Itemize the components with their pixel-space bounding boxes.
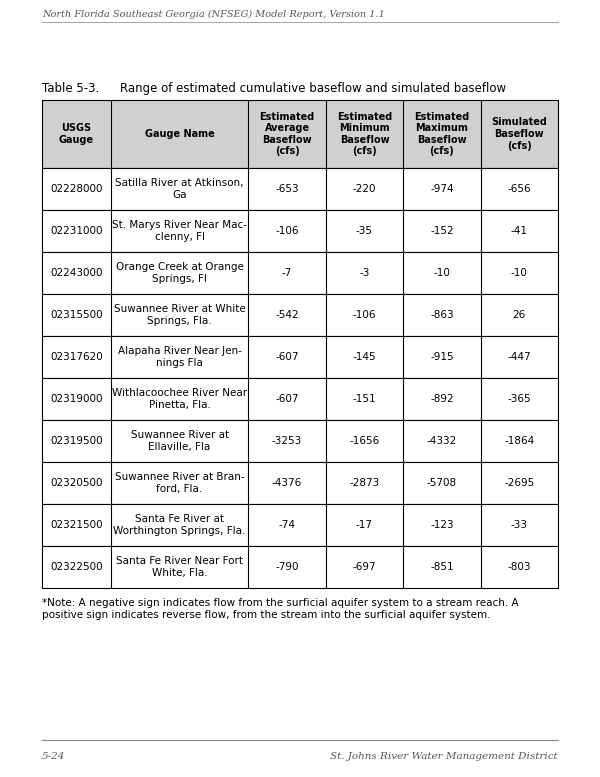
Text: -863: -863 bbox=[430, 310, 454, 320]
Text: -542: -542 bbox=[275, 310, 299, 320]
Text: -790: -790 bbox=[275, 562, 299, 572]
Text: -41: -41 bbox=[511, 226, 528, 236]
Text: Alapaha River Near Jen-
nings Fla: Alapaha River Near Jen- nings Fla bbox=[118, 347, 242, 368]
Text: -106: -106 bbox=[353, 310, 376, 320]
Text: 02317620: 02317620 bbox=[50, 352, 103, 362]
Text: -607: -607 bbox=[275, 394, 299, 404]
Text: USGS
Gauge: USGS Gauge bbox=[59, 124, 94, 145]
Text: -152: -152 bbox=[430, 226, 454, 236]
Text: St. Marys River Near Mac-
clenny, Fl: St. Marys River Near Mac- clenny, Fl bbox=[112, 220, 247, 242]
Text: Orange Creek at Orange
Springs, Fl: Orange Creek at Orange Springs, Fl bbox=[116, 262, 244, 284]
Text: -656: -656 bbox=[508, 184, 531, 194]
Text: *Note: A negative sign indicates flow from the surficial aquifer system to a str: *Note: A negative sign indicates flow fr… bbox=[42, 598, 518, 619]
Text: -74: -74 bbox=[278, 520, 296, 530]
Text: 02231000: 02231000 bbox=[50, 226, 103, 236]
Text: 02322500: 02322500 bbox=[50, 562, 103, 572]
Text: Range of estimated cumulative baseflow and simulated baseflow: Range of estimated cumulative baseflow a… bbox=[120, 82, 506, 95]
Text: Santa Fe River Near Fort
White, Fla.: Santa Fe River Near Fort White, Fla. bbox=[116, 556, 243, 578]
Text: Gauge Name: Gauge Name bbox=[145, 129, 214, 139]
Text: Withlacoochee River Near
Pinetta, Fla.: Withlacoochee River Near Pinetta, Fla. bbox=[112, 388, 247, 409]
Text: -1656: -1656 bbox=[349, 436, 380, 446]
Text: -123: -123 bbox=[430, 520, 454, 530]
Text: Suwannee River at White
Springs, Fla.: Suwannee River at White Springs, Fla. bbox=[114, 305, 245, 326]
Text: -2695: -2695 bbox=[504, 478, 535, 488]
Text: Estimated
Minimum
Baseflow
(cfs): Estimated Minimum Baseflow (cfs) bbox=[337, 112, 392, 156]
Text: -447: -447 bbox=[508, 352, 531, 362]
Text: Estimated
Average
Baseflow
(cfs): Estimated Average Baseflow (cfs) bbox=[259, 112, 315, 156]
Text: Table 5-3.: Table 5-3. bbox=[42, 82, 99, 95]
Text: -151: -151 bbox=[353, 394, 376, 404]
Text: -697: -697 bbox=[353, 562, 376, 572]
Text: 02320500: 02320500 bbox=[50, 478, 103, 488]
Text: -365: -365 bbox=[508, 394, 531, 404]
Text: 02315500: 02315500 bbox=[50, 310, 103, 320]
Text: -2873: -2873 bbox=[349, 478, 380, 488]
Text: -10: -10 bbox=[511, 268, 528, 278]
Text: Suwannee River at Bran-
ford, Fla.: Suwannee River at Bran- ford, Fla. bbox=[115, 472, 244, 494]
Text: 02228000: 02228000 bbox=[50, 184, 103, 194]
Text: 26: 26 bbox=[512, 310, 526, 320]
Text: 02319500: 02319500 bbox=[50, 436, 103, 446]
Text: Simulated
Baseflow
(cfs): Simulated Baseflow (cfs) bbox=[491, 117, 547, 151]
Text: -653: -653 bbox=[275, 184, 299, 194]
Text: -17: -17 bbox=[356, 520, 373, 530]
Text: -35: -35 bbox=[356, 226, 373, 236]
Text: -145: -145 bbox=[353, 352, 376, 362]
Text: -5708: -5708 bbox=[427, 478, 457, 488]
Text: -803: -803 bbox=[508, 562, 531, 572]
Text: -892: -892 bbox=[430, 394, 454, 404]
Text: -10: -10 bbox=[433, 268, 451, 278]
Text: -106: -106 bbox=[275, 226, 299, 236]
Text: North Florida Southeast Georgia (NFSEG) Model Report, Version 1.1: North Florida Southeast Georgia (NFSEG) … bbox=[42, 10, 385, 19]
Text: -4332: -4332 bbox=[427, 436, 457, 446]
Text: -33: -33 bbox=[511, 520, 528, 530]
Text: -7: -7 bbox=[282, 268, 292, 278]
Text: -974: -974 bbox=[430, 184, 454, 194]
Text: -607: -607 bbox=[275, 352, 299, 362]
Text: 02243000: 02243000 bbox=[50, 268, 103, 278]
Text: -3253: -3253 bbox=[272, 436, 302, 446]
Text: -3: -3 bbox=[359, 268, 370, 278]
Text: 5-24: 5-24 bbox=[42, 752, 65, 761]
Text: Estimated
Maximum
Baseflow
(cfs): Estimated Maximum Baseflow (cfs) bbox=[414, 112, 470, 156]
Text: 02321500: 02321500 bbox=[50, 520, 103, 530]
Text: -220: -220 bbox=[353, 184, 376, 194]
Text: -4376: -4376 bbox=[272, 478, 302, 488]
Text: Suwannee River at
Ellaville, Fla: Suwannee River at Ellaville, Fla bbox=[131, 430, 229, 451]
Text: Satilla River at Atkinson,
Ga: Satilla River at Atkinson, Ga bbox=[115, 178, 244, 200]
Text: -1864: -1864 bbox=[504, 436, 535, 446]
Text: St. Johns River Water Management District: St. Johns River Water Management Distric… bbox=[331, 752, 558, 761]
Text: -851: -851 bbox=[430, 562, 454, 572]
Text: 02319000: 02319000 bbox=[50, 394, 103, 404]
Text: Santa Fe River at
Worthington Springs, Fla.: Santa Fe River at Worthington Springs, F… bbox=[113, 514, 246, 536]
Text: -915: -915 bbox=[430, 352, 454, 362]
